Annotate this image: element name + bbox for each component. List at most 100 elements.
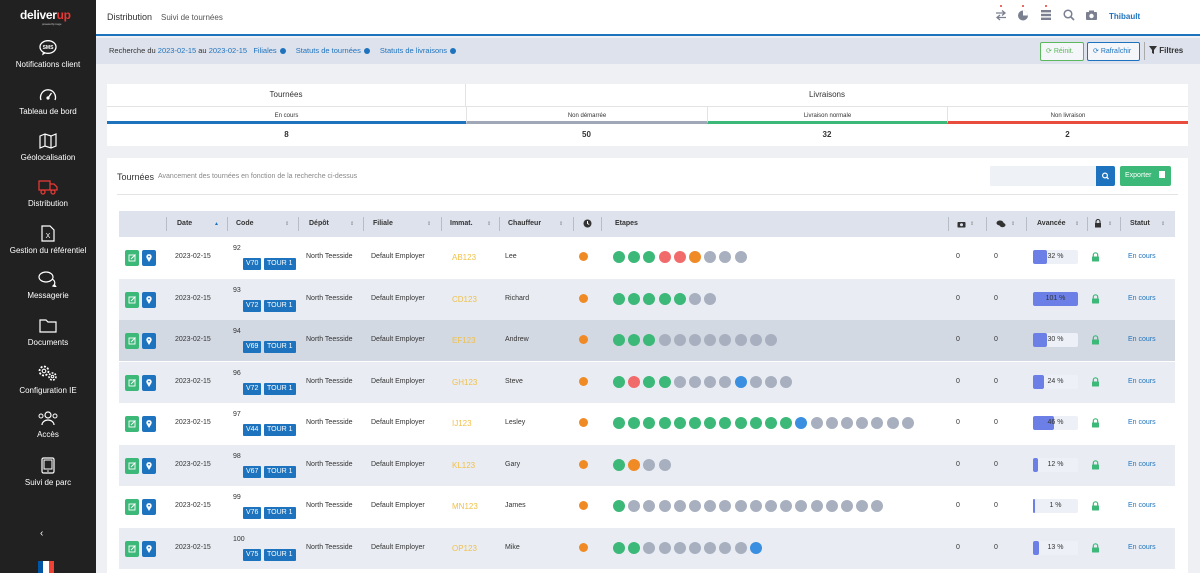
tour-badge[interactable]: TOUR 1: [264, 299, 296, 312]
step-dot[interactable]: [643, 417, 656, 429]
step-dot[interactable]: [613, 292, 625, 305]
search-button[interactable]: [1096, 166, 1115, 186]
step-dot[interactable]: [780, 375, 793, 388]
livraison-normale-value[interactable]: 32: [822, 130, 832, 139]
statuts-livraisons-link[interactable]: Statuts de livraisons: [379, 46, 448, 55]
reset-button[interactable]: ⟳ Réinit.: [1040, 42, 1084, 61]
clock-icon[interactable]: [579, 418, 588, 427]
step-dot[interactable]: [628, 458, 641, 471]
lock-icon[interactable]: [1091, 501, 1100, 513]
edit-button[interactable]: [125, 457, 139, 474]
locate-button[interactable]: [142, 333, 156, 349]
info-icon[interactable]: [279, 48, 286, 55]
date-to-link[interactable]: 2023-02-15: [208, 46, 248, 55]
sidebar-item-messagerie[interactable]: Messagerie: [0, 271, 96, 300]
info-icon[interactable]: [450, 48, 457, 55]
vehicle-badge[interactable]: V70: [243, 258, 262, 270]
lock-icon[interactable]: [1091, 459, 1100, 472]
vehicle-badge[interactable]: V44: [243, 424, 262, 436]
step-dot[interactable]: [673, 292, 686, 305]
lock-icon[interactable]: [1091, 376, 1100, 389]
step-dot[interactable]: [704, 334, 717, 346]
sidebar-item-dashboard[interactable]: Tableau de bord: [0, 87, 96, 116]
step-dot[interactable]: [643, 292, 656, 305]
sort-icon[interactable]: ⇕: [559, 221, 564, 227]
step-dot[interactable]: [673, 375, 686, 388]
step-dot[interactable]: [613, 541, 625, 554]
step-dot[interactable]: [719, 375, 732, 388]
sidebar-item-suivi-parc[interactable]: Suivi de parc: [0, 457, 96, 487]
sort-icon[interactable]: ⇕: [1108, 221, 1113, 227]
step-dot[interactable]: [856, 417, 869, 429]
locate-button[interactable]: [142, 374, 156, 391]
step-dot[interactable]: [658, 458, 671, 471]
step-dot[interactable]: [628, 541, 641, 554]
step-dot[interactable]: [810, 417, 823, 429]
step-dot[interactable]: [658, 375, 671, 388]
step-dot[interactable]: [658, 500, 671, 512]
table-row[interactable]: 2023-02-15 100 V75 TOUR 1 North Teesside Defa…: [119, 527, 1175, 569]
step-dot[interactable]: [643, 500, 656, 512]
search-input[interactable]: [990, 166, 1096, 186]
step-dot[interactable]: [749, 417, 762, 429]
sidebar-item-notifications[interactable]: SMS Notifications client: [0, 40, 96, 69]
sidebar-item-distribution[interactable]: Distribution: [0, 179, 96, 208]
step-dot[interactable]: [643, 334, 656, 346]
step-dot[interactable]: [689, 417, 701, 429]
step-dot[interactable]: [689, 375, 701, 388]
tour-badge[interactable]: TOUR 1: [264, 424, 296, 436]
statuts-tournees-link[interactable]: Statuts de tournées: [295, 46, 361, 55]
sort-icon[interactable]: ⇕: [350, 221, 355, 227]
step-dot[interactable]: [613, 334, 625, 346]
step-dot[interactable]: [704, 541, 717, 554]
locate-button[interactable]: [142, 250, 156, 266]
sidebar-item-acces[interactable]: Accès: [0, 410, 96, 439]
sort-icon[interactable]: ⇕: [427, 221, 432, 227]
step-dot[interactable]: [780, 500, 793, 512]
step-dot[interactable]: [810, 500, 823, 512]
step-dot[interactable]: [673, 417, 686, 429]
step-dot[interactable]: [765, 334, 777, 346]
step-dot[interactable]: [901, 417, 914, 429]
lock-icon[interactable]: [1091, 335, 1100, 347]
lock-icon[interactable]: [1091, 418, 1100, 430]
lock-icon[interactable]: [1091, 293, 1100, 306]
vehicle-badge[interactable]: V67: [243, 465, 262, 478]
sort-icon[interactable]: ⇕: [487, 221, 492, 227]
comments-icon[interactable]: [996, 220, 1006, 230]
transfer-icon[interactable]: [995, 5, 1007, 23]
immat-cell[interactable]: KL123: [452, 460, 476, 470]
immat-cell[interactable]: CD123: [452, 294, 477, 304]
tour-badge[interactable]: TOUR 1: [264, 341, 296, 353]
immat-cell[interactable]: EF123: [452, 336, 476, 345]
table-row[interactable]: 2023-02-15 94 V69 TOUR 1 North Teesside Defau…: [119, 320, 1175, 361]
step-dot[interactable]: [628, 417, 641, 429]
step-dot[interactable]: [628, 375, 641, 388]
table-row[interactable]: 2023-02-15 96 V72 TOUR 1 North Teesside Defau…: [119, 361, 1175, 403]
en-cours-value[interactable]: 8: [284, 130, 289, 139]
step-dot[interactable]: [628, 334, 641, 346]
filiales-link[interactable]: Filiales: [253, 46, 277, 55]
immat-cell[interactable]: AB123: [452, 253, 477, 262]
clock-icon[interactable]: [579, 252, 588, 261]
vehicle-badge[interactable]: V76: [243, 507, 262, 519]
lock-icon[interactable]: [1094, 218, 1102, 230]
status-link[interactable]: En cours: [1128, 543, 1156, 551]
step-dot[interactable]: [841, 417, 853, 429]
col-chauffeur[interactable]: Chauffeur: [508, 220, 542, 227]
step-dot[interactable]: [749, 541, 762, 554]
step-dot[interactable]: [871, 500, 884, 512]
non-livraison-value[interactable]: 2: [1065, 130, 1070, 139]
sidebar-item-geolocalisation[interactable]: Géolocalisation: [0, 133, 96, 162]
step-dot[interactable]: [719, 251, 732, 263]
clock-icon[interactable]: [579, 376, 588, 386]
step-dot[interactable]: [643, 251, 656, 263]
export-button[interactable]: Exporter: [1120, 166, 1171, 186]
vehicle-badge[interactable]: V72: [243, 299, 262, 312]
sort-icon[interactable]: ⇕: [970, 221, 975, 227]
tour-badge[interactable]: TOUR 1: [264, 382, 296, 395]
step-dot[interactable]: [704, 500, 717, 512]
step-dot[interactable]: [689, 292, 701, 305]
clock-icon[interactable]: [579, 542, 588, 552]
step-dot[interactable]: [643, 458, 656, 471]
